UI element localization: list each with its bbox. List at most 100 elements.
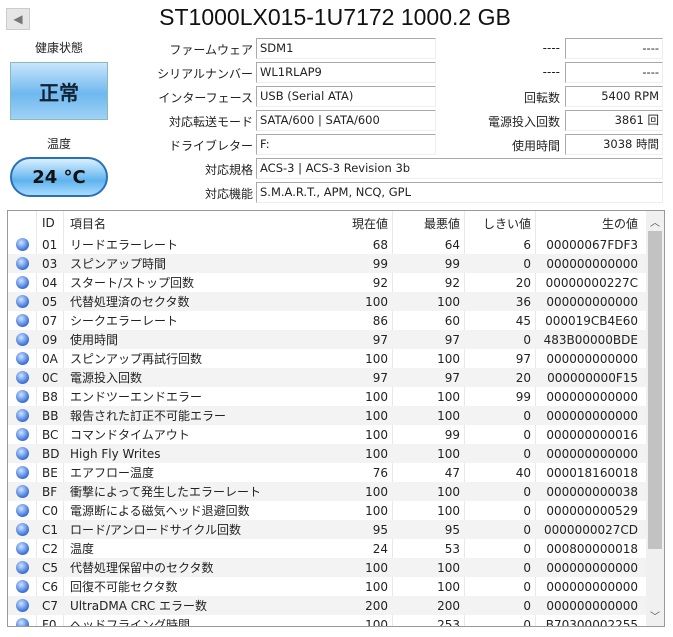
cell: 99 — [444, 427, 460, 442]
table-row[interactable]: F0 ヘッドフライング時間 100 253 0 B70300002255 — [8, 615, 646, 627]
column-header[interactable]: ID — [42, 216, 55, 230]
cell: BD — [42, 446, 60, 461]
cell: 47 — [444, 465, 460, 480]
cell: 483B00000BDE — [543, 332, 638, 347]
cell: 使用時間 — [70, 333, 119, 347]
table-row[interactable]: BB 報告された訂正不可能エラー 100 100 0 000000000000 — [8, 406, 646, 425]
scroll-up-icon[interactable]: ︿ — [650, 218, 660, 229]
cell: 03 — [42, 256, 58, 271]
cell: 0 — [523, 541, 531, 556]
info-label: 使用時間 — [511, 139, 560, 153]
cell: 000000000016 — [546, 427, 638, 442]
table-row[interactable]: 03 スピンアップ時間 99 99 0 000000000000 — [8, 254, 646, 273]
table-row[interactable]: C2 温度 24 53 0 000800000018 — [8, 539, 646, 558]
cell: 68 — [372, 237, 388, 252]
cell: BC — [42, 427, 59, 442]
table-row[interactable]: C5 代替処理保留中のセクタ数 100 100 0 000000000000 — [8, 558, 646, 577]
cell: 60 — [444, 313, 460, 328]
info-label: ---- — [542, 41, 560, 55]
table-row[interactable]: 05 代替処理済のセクタ数 100 100 36 000000000000 — [8, 292, 646, 311]
cell: F0 — [42, 617, 57, 627]
cell: エアフロー温度 — [70, 466, 155, 480]
temperature-button[interactable]: 24 °C — [10, 157, 108, 197]
cell: 100 — [437, 294, 460, 309]
cell: 000000000038 — [546, 484, 638, 499]
cell: 95 — [372, 522, 388, 537]
table-row[interactable]: C1 ロード/アンロードサイクル回数 95 95 0 0000000027CD — [8, 520, 646, 539]
table-row[interactable]: BD High Fly Writes 100 100 0 000000000000 — [8, 444, 646, 463]
cell: 86 — [372, 313, 388, 328]
column-header[interactable]: 最悪値 — [423, 216, 460, 231]
cell: 100 — [437, 351, 460, 366]
blue-circle-icon — [16, 466, 29, 479]
column-header[interactable]: 生の値 — [601, 216, 638, 231]
cell: 温度 — [70, 542, 95, 556]
cell: 40 — [515, 465, 531, 480]
scrollbar-thumb[interactable] — [648, 231, 662, 549]
cell: 000000000000 — [546, 560, 638, 575]
blue-circle-icon — [16, 542, 29, 555]
column-header[interactable]: 項目名 — [70, 216, 107, 231]
scrollbar[interactable]: ︿ ﹀ — [646, 211, 664, 626]
table-row[interactable]: BE エアフロー温度 76 47 40 000018160018 — [8, 463, 646, 482]
table-row[interactable]: BC コマンドタイムアウト 100 99 0 000000000016 — [8, 425, 646, 444]
table-row[interactable]: 0A スピンアップ再試行回数 100 100 97 000000000000 — [8, 349, 646, 368]
smart-table: ID 項目名 現在値 最悪値 しきい値 生の値 01 リードエラーレート 68 64 6 000000… — [7, 210, 665, 627]
cell: 100 — [437, 484, 460, 499]
health-status-button[interactable]: 正常 — [10, 62, 108, 120]
info-label: インターフェース — [158, 91, 253, 105]
cell: 20 — [515, 275, 531, 290]
table-row[interactable]: C7 UltraDMA CRC エラー数 200 200 0 000000000000 — [8, 596, 646, 615]
info-field: ---- — [565, 62, 663, 83]
blue-circle-icon — [16, 561, 29, 574]
info-field: USB (Serial ATA) — [256, 86, 436, 107]
cell: 00000000227C — [545, 275, 638, 290]
cell: 99 — [372, 256, 388, 271]
table-row[interactable]: C6 回復不可能セクタ数 100 100 0 000000000000 — [8, 577, 646, 596]
cell: 衝撃によって発生したエラーレート — [70, 485, 262, 499]
table-row[interactable]: B8 エンドツーエンドエラー 100 100 99 000000000000 — [8, 387, 646, 406]
cell: 0 — [523, 484, 531, 499]
column-header[interactable]: しきい値 — [482, 216, 531, 231]
cell: 45 — [515, 313, 531, 328]
cell: 100 — [365, 560, 388, 575]
table-row[interactable]: 04 スタート/ストップ回数 92 92 20 00000000227C — [8, 273, 646, 292]
cell: 64 — [444, 237, 460, 252]
info-field: F: — [256, 134, 436, 155]
cell: 0 — [523, 598, 531, 613]
cell: B70300002255 — [545, 617, 638, 627]
triangle-left-icon: ◀ — [13, 12, 23, 26]
cell: 05 — [42, 294, 58, 309]
drive-title: ST1000LX015-1U7172 1000.2 GB — [159, 4, 511, 30]
cell: 76 — [372, 465, 388, 480]
table-row[interactable]: 01 リードエラーレート 68 64 6 00000067FDF3 — [8, 235, 646, 254]
cell: High Fly Writes — [70, 446, 161, 461]
cell: 00000067FDF3 — [546, 237, 638, 252]
blue-circle-icon — [16, 276, 29, 289]
cell: 代替処理保留中のセクタ数 — [70, 561, 214, 575]
cell: UltraDMA CRC エラー数 — [70, 599, 208, 613]
table-row[interactable]: 07 シークエラーレート 86 60 45 000019CB4E60 — [8, 311, 646, 330]
cell: 電源断による磁気ヘッド退避回数 — [70, 504, 250, 518]
blue-circle-icon — [16, 447, 29, 460]
cell: 01 — [42, 237, 58, 252]
cell: 97 — [515, 351, 531, 366]
table-row[interactable]: BF 衝撃によって発生したエラーレート 100 100 0 000000000038 — [8, 482, 646, 501]
cell: 24 — [372, 541, 388, 556]
cell: 92 — [444, 275, 460, 290]
scroll-down-icon[interactable]: ﹀ — [650, 612, 660, 623]
column-header[interactable]: 現在値 — [351, 216, 388, 231]
info-label: 電源投入回数 — [487, 115, 560, 129]
cell: 報告された訂正不可能エラー — [70, 409, 227, 423]
cell: 000018160018 — [546, 465, 638, 480]
back-button[interactable]: ◀ — [6, 8, 30, 30]
info-label: 回転数 — [523, 91, 560, 105]
table-row[interactable]: C0 電源断による磁気ヘッド退避回数 100 100 0 000000000529 — [8, 501, 646, 520]
cell: C0 — [42, 503, 59, 518]
cell: BB — [42, 408, 59, 423]
cell: 100 — [365, 446, 388, 461]
table-row[interactable]: 0C 電源投入回数 97 97 20 000000000F15 — [8, 368, 646, 387]
table-row[interactable]: 09 使用時間 97 97 0 483B00000BDE — [8, 330, 646, 349]
info-field: WL1RLAP9 — [256, 62, 436, 83]
blue-circle-icon — [16, 333, 29, 346]
